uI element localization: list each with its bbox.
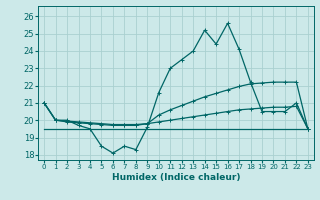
X-axis label: Humidex (Indice chaleur): Humidex (Indice chaleur) [112, 173, 240, 182]
